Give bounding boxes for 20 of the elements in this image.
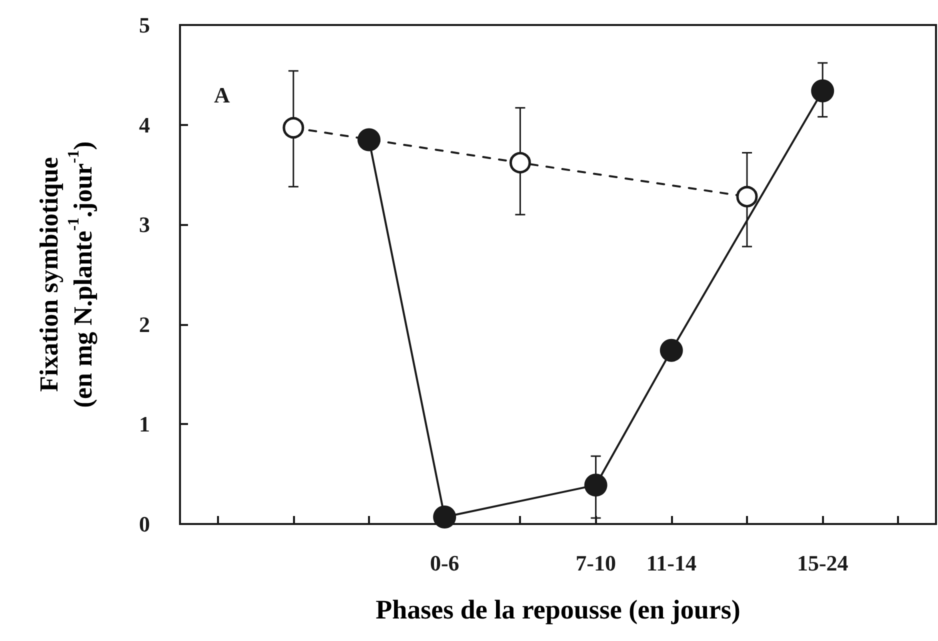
x-tick-label: 15-24 <box>796 550 848 576</box>
x-axis-title: Phases de la repousse (en jours) <box>376 594 740 624</box>
y-tick-label: 3 <box>139 212 150 238</box>
y-tick-label: 5 <box>139 12 150 38</box>
x-tick-label: 0-6 <box>430 550 460 576</box>
point <box>509 152 531 174</box>
y-tick-label: 0 <box>139 512 150 536</box>
y-tick-label: 4 <box>139 112 150 138</box>
point <box>358 128 380 152</box>
x-tick-label: 7-10 <box>576 550 616 576</box>
y-tick-label: 2 <box>139 312 150 337</box>
annotation: A <box>214 82 230 108</box>
point <box>736 186 758 208</box>
point <box>282 117 304 139</box>
y-tick-label: 1 <box>139 412 150 437</box>
point <box>811 79 834 102</box>
point <box>660 338 683 362</box>
point <box>584 474 608 497</box>
point <box>433 506 456 529</box>
x-tick-label: 11-14 <box>646 550 696 576</box>
